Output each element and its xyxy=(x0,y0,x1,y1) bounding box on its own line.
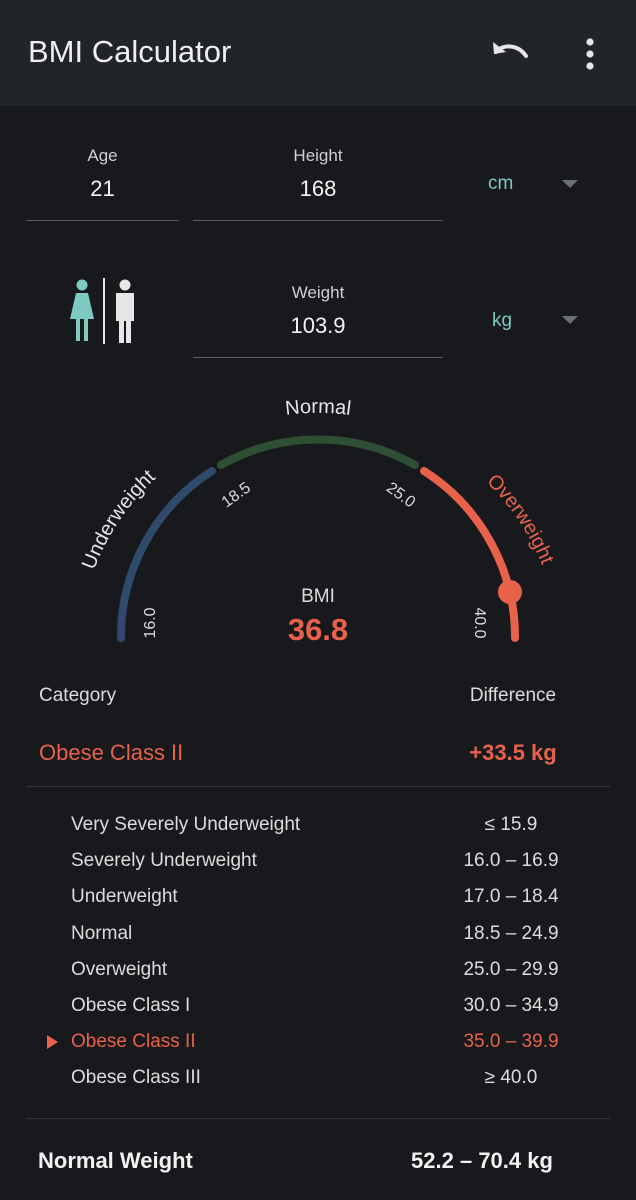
app-bar: BMI Calculator xyxy=(0,0,636,106)
gauge-tick-18-5: 18.5 xyxy=(219,479,254,511)
category-range: ≤ 15.9 xyxy=(484,814,538,835)
category-name: Severely Underweight xyxy=(71,850,257,871)
weight-field[interactable]: Weight 103.9 xyxy=(193,283,443,358)
divider-bottom xyxy=(26,1118,610,1119)
category-name: Obese Class III xyxy=(71,1067,201,1088)
category-range: 30.0 – 34.9 xyxy=(463,995,559,1016)
weight-difference: +33.5 kg xyxy=(469,740,557,765)
weight-label: Weight xyxy=(291,283,345,302)
category-name: Obese Class I xyxy=(71,995,191,1016)
undo-icon xyxy=(493,42,528,58)
more-options-button[interactable] xyxy=(576,36,604,72)
gauge-tick-40: 40.0 xyxy=(471,607,488,638)
category-header: Category xyxy=(39,685,117,706)
undo-button[interactable] xyxy=(488,36,532,70)
gender-icons xyxy=(70,278,134,344)
age-label: Age xyxy=(87,146,118,165)
category-row-obese-class-2: Obese Class II 35.0 – 39.9 xyxy=(0,1025,636,1061)
current-category-marker-icon xyxy=(47,1035,58,1049)
gauge-label-underweight: Underweight xyxy=(78,465,160,572)
category-range: 17.0 – 18.4 xyxy=(463,886,559,907)
gauge-normal-segment xyxy=(217,435,419,469)
height-field[interactable]: Height 168 xyxy=(193,146,443,221)
category-name: Overweight xyxy=(71,959,168,980)
category-range: 16.0 – 16.9 xyxy=(463,850,559,871)
category-row-severely-underweight: Severely Underweight 16.0 – 16.9 xyxy=(0,844,636,880)
divider-top xyxy=(26,786,610,787)
weight-unit-dropdown-icon[interactable] xyxy=(562,316,578,324)
category-name: Obese Class II xyxy=(71,1031,196,1052)
age-field[interactable]: Age 21 xyxy=(26,146,179,221)
bmi-gauge: Underweight Normal Overweight 16.0 18.5 … xyxy=(78,396,558,642)
category-row-overweight: Overweight 25.0 – 29.9 xyxy=(0,953,636,989)
more-vert-icon xyxy=(586,38,594,70)
category-row-obese-class-3: Obese Class III ≥ 40.0 xyxy=(0,1061,636,1097)
gauge-indicator-knob xyxy=(498,580,522,604)
gender-selector[interactable] xyxy=(64,278,144,348)
height-value[interactable]: 168 xyxy=(299,176,337,201)
gauge-overweight-segment xyxy=(420,467,520,642)
normal-weight-value: 52.2 – 70.4 kg xyxy=(411,1148,553,1173)
height-label: Height xyxy=(293,146,343,165)
gender-divider xyxy=(103,278,105,344)
current-category: Obese Class II xyxy=(39,740,184,765)
category-row-very-severely-underweight: Very Severely Underweight ≤ 15.9 xyxy=(0,808,636,844)
female-icon xyxy=(70,279,94,341)
age-underline xyxy=(26,220,179,221)
category-range: 25.0 – 29.9 xyxy=(463,959,559,980)
bmi-label: BMI xyxy=(301,586,335,607)
difference-header: Difference xyxy=(469,685,557,706)
category-row-obese-class-1: Obese Class I 30.0 – 34.9 xyxy=(0,989,636,1025)
gauge-tick-16: 16.0 xyxy=(142,607,159,638)
male-icon xyxy=(116,279,134,343)
height-underline xyxy=(193,220,443,221)
category-row-normal: Normal 18.5 – 24.9 xyxy=(0,917,636,953)
age-value[interactable]: 21 xyxy=(90,176,115,201)
category-name: Normal xyxy=(71,923,133,944)
category-row-underweight: Underweight 17.0 – 18.4 xyxy=(0,880,636,916)
app-title: BMI Calculator xyxy=(28,34,232,69)
weight-value[interactable]: 103.9 xyxy=(290,313,346,338)
gauge-underweight-segment xyxy=(116,467,216,642)
weight-underline xyxy=(193,357,443,358)
height-unit-select[interactable]: cm xyxy=(488,173,514,194)
category-range: 35.0 – 39.9 xyxy=(463,1031,559,1052)
weight-unit-select[interactable]: kg xyxy=(492,310,513,331)
gauge-tick-25: 25.0 xyxy=(383,479,418,511)
category-name: Very Severely Underweight xyxy=(71,814,301,835)
bmi-value: 36.8 xyxy=(287,612,349,647)
category-name: Underweight xyxy=(71,886,178,907)
gauge-label-normal: Normal xyxy=(284,396,352,420)
category-range: ≥ 40.0 xyxy=(484,1067,538,1088)
height-unit-dropdown-icon[interactable] xyxy=(562,180,578,188)
category-range: 18.5 – 24.9 xyxy=(463,923,559,944)
normal-weight-label: Normal Weight xyxy=(38,1148,193,1173)
